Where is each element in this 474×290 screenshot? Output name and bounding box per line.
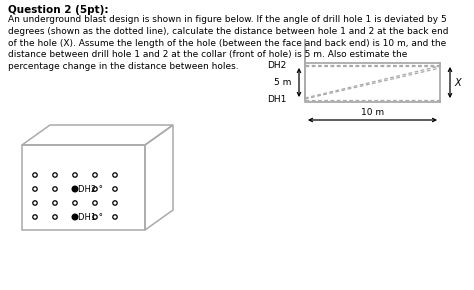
Text: percentage change in the distance between holes.: percentage change in the distance betwee… [8,62,238,71]
Text: Question 2 (5pt):: Question 2 (5pt): [8,5,109,15]
Text: DH1: DH1 [267,95,286,104]
Text: DH2: DH2 [267,61,286,70]
Text: DH2 °: DH2 ° [78,184,103,193]
Text: X: X [454,77,461,88]
Circle shape [72,214,78,220]
Text: 10 m: 10 m [361,108,384,117]
Circle shape [72,186,78,192]
Text: DH1 °: DH1 ° [78,213,103,222]
Text: An underground blast design is shown in figure below. If the angle of drill hole: An underground blast design is shown in … [8,15,447,24]
Text: distance between drill hole 1 and 2 at the collar (front of hole) is 5 m. Also e: distance between drill hole 1 and 2 at t… [8,50,407,59]
Text: degrees (shown as the dotted line), calculate the distance between hole 1 and 2 : degrees (shown as the dotted line), calc… [8,27,448,36]
Text: 5 m: 5 m [274,78,292,87]
Text: of the hole (X). Assume the length of the hole (between the face and back end) i: of the hole (X). Assume the length of th… [8,39,446,48]
